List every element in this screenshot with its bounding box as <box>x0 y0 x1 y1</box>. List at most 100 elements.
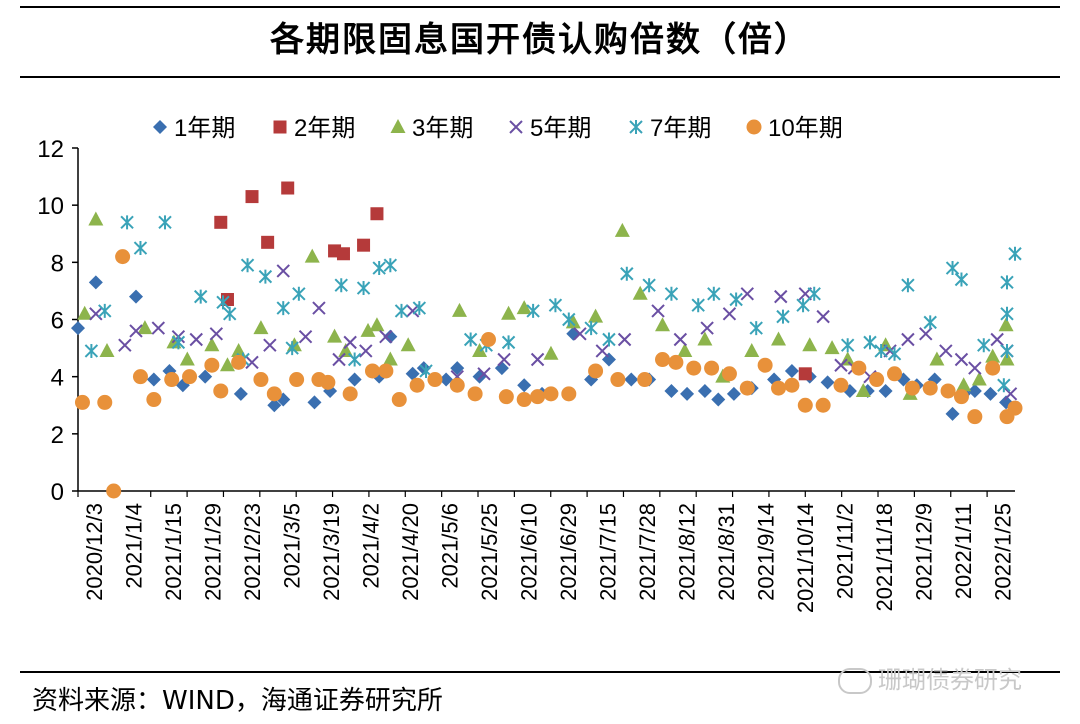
data-point <box>642 278 656 293</box>
data-point <box>258 269 273 284</box>
data-point <box>383 258 398 273</box>
data-point <box>637 372 653 388</box>
data-point <box>409 377 425 393</box>
watermark: 珊瑚债券研究 <box>838 660 1022 695</box>
data-point <box>680 386 695 401</box>
data-point <box>1000 343 1014 358</box>
data-point <box>983 386 998 401</box>
data-point <box>940 383 956 399</box>
data-point <box>146 372 161 387</box>
data-point <box>834 358 848 372</box>
data-point <box>771 331 787 346</box>
data-point <box>776 309 790 324</box>
data-point <box>451 302 467 317</box>
data-point <box>204 357 220 373</box>
data-point <box>726 386 741 401</box>
data-point <box>405 304 420 318</box>
data-point <box>356 281 371 296</box>
data-point <box>543 345 559 360</box>
data-point <box>405 366 420 381</box>
data-point <box>292 286 306 301</box>
x-tick-label: 2021/10/14 <box>793 503 818 613</box>
data-point <box>497 352 511 367</box>
data-point <box>253 372 269 388</box>
x-tick-label: 2021/8/31 <box>714 503 739 601</box>
data-point <box>624 372 639 387</box>
data-point <box>757 357 773 373</box>
data-point <box>285 341 299 356</box>
data-point <box>77 305 93 320</box>
data-point <box>863 335 877 350</box>
data-point <box>997 378 1011 393</box>
data-point <box>276 264 290 278</box>
x-tick-label: 2021/9/14 <box>754 503 779 601</box>
data-point <box>88 275 103 290</box>
data-point <box>342 386 358 402</box>
legend-label: 2年期 <box>294 115 355 142</box>
legend-label: 10年期 <box>768 115 843 142</box>
data-point <box>179 351 195 366</box>
bottom-rule <box>20 671 1060 673</box>
data-point <box>968 361 982 375</box>
data-point <box>304 248 320 263</box>
plot-area <box>71 181 1023 499</box>
data-point <box>617 332 632 347</box>
data-point <box>901 278 915 293</box>
data-point <box>261 235 275 249</box>
legend-label: 7年期 <box>650 115 711 142</box>
legend-label: 1年期 <box>174 115 235 142</box>
data-point <box>999 409 1015 425</box>
data-point <box>245 190 259 204</box>
legend-marker <box>509 120 523 134</box>
data-point <box>245 355 259 370</box>
data-point <box>427 372 443 388</box>
data-point <box>939 344 953 358</box>
data-point <box>146 392 162 408</box>
data-point <box>115 249 131 265</box>
data-point <box>106 483 122 499</box>
x-tick-label: 2021/12/9 <box>912 503 937 601</box>
data-point <box>382 351 398 366</box>
data-point <box>851 360 867 376</box>
data-point <box>516 300 532 315</box>
data-point <box>998 317 1014 332</box>
legend-label: 3年期 <box>412 115 473 142</box>
title-rule <box>20 76 1060 78</box>
data-point <box>359 344 373 358</box>
data-point <box>739 380 755 396</box>
data-point <box>253 320 269 335</box>
data-point <box>307 395 322 410</box>
data-point <box>120 215 134 230</box>
data-point <box>595 344 609 358</box>
data-point <box>71 321 85 336</box>
data-point <box>369 317 385 332</box>
data-point <box>954 272 969 287</box>
data-point <box>588 363 604 379</box>
data-point <box>729 292 743 307</box>
data-point <box>673 332 688 347</box>
data-point <box>655 352 671 368</box>
data-point <box>668 354 684 370</box>
data-point <box>164 372 180 388</box>
data-point <box>562 312 576 327</box>
data-point <box>929 351 945 366</box>
data-point <box>501 335 516 350</box>
data-point <box>233 386 248 401</box>
data-point <box>347 372 362 387</box>
data-point <box>632 285 648 300</box>
data-point <box>797 397 813 413</box>
data-point <box>722 307 737 321</box>
data-point <box>379 329 393 344</box>
data-point <box>610 372 626 388</box>
data-point <box>99 342 115 357</box>
data-point <box>784 363 799 378</box>
data-point <box>231 354 247 370</box>
series-circle <box>74 249 1023 499</box>
data-point <box>904 380 920 396</box>
data-point <box>999 351 1015 366</box>
x-tick-label: 2021/4/2 <box>359 503 384 589</box>
x-tick-label: 2021/6/29 <box>556 503 581 601</box>
data-point <box>332 352 346 367</box>
x-tick-label: 2021/1/15 <box>161 503 186 601</box>
data-point <box>721 366 737 382</box>
